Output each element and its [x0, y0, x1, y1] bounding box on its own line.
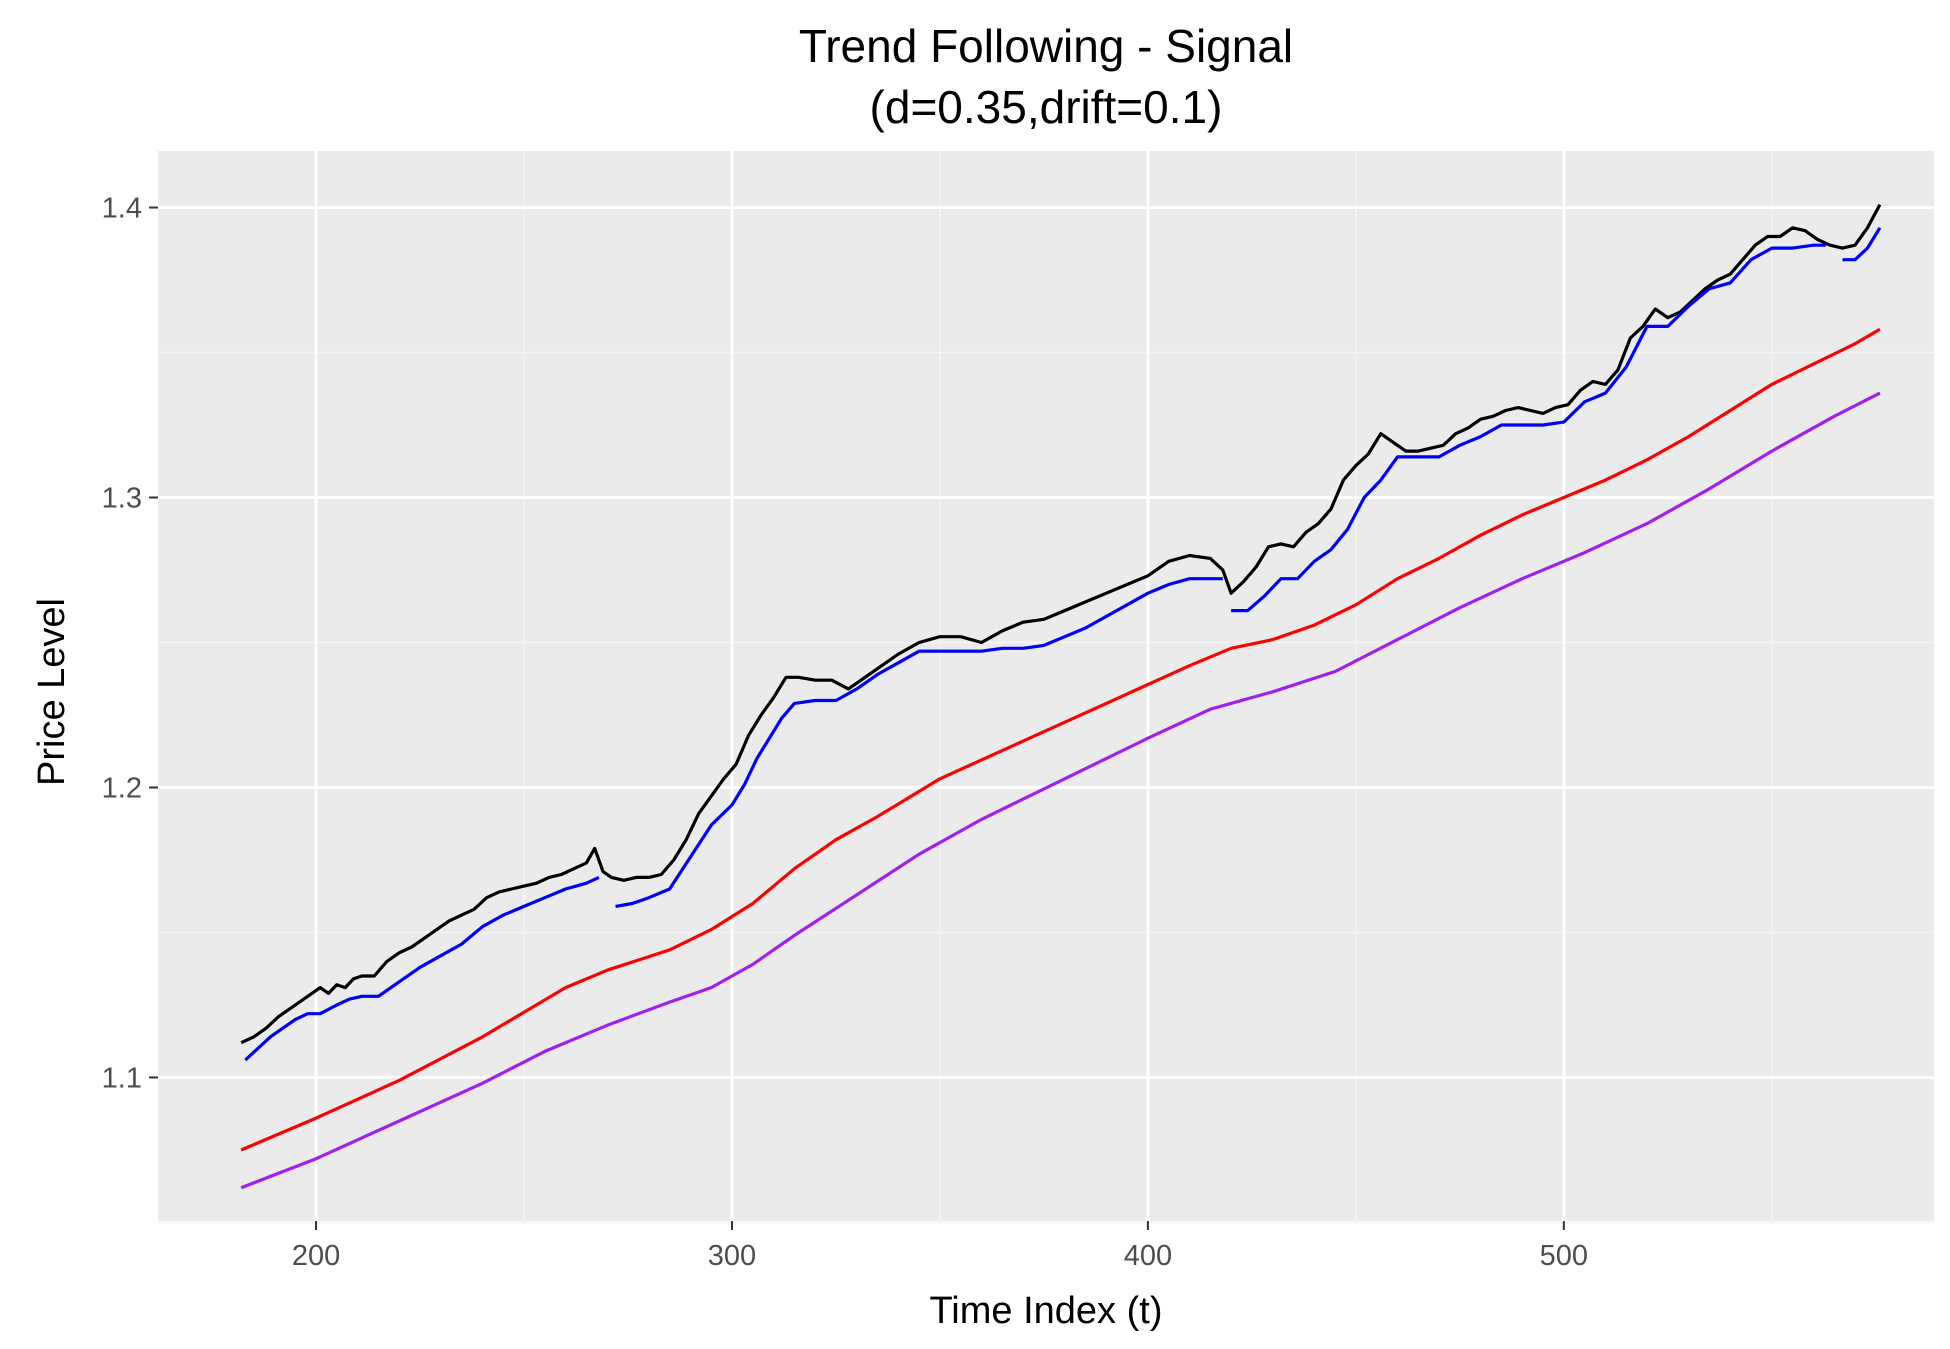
y-tick-label: 1.1 [102, 1062, 142, 1094]
minor-gridlines [158, 151, 1934, 1224]
series-line [240, 391, 1881, 1190]
y-tick-label: 1.2 [102, 772, 142, 804]
series-line-segment [244, 875, 600, 1062]
y-tick-label: 1.3 [102, 483, 142, 515]
series-line-segment [1231, 243, 1826, 613]
series-layer [240, 203, 1882, 1190]
chart-title: Trend Following - Signal [799, 20, 1293, 72]
series-line [244, 226, 1882, 1062]
chart-subtitle: (d=0.35,drift=0.1) [870, 81, 1223, 133]
x-tick-label: 500 [1540, 1240, 1588, 1272]
x-tick-label: 200 [292, 1240, 340, 1272]
y-tick-label: 1.4 [102, 193, 142, 225]
series-line-segment [1842, 226, 1882, 262]
x-tick-label: 300 [708, 1240, 756, 1272]
plot-panel [158, 151, 1934, 1221]
x-axis-title: Time Index (t) [930, 1290, 1163, 1332]
series-line-segment [615, 577, 1223, 908]
series-line-segment [240, 327, 1881, 1152]
y-axis-title: Price Level [31, 598, 73, 786]
x-tick-label: 400 [1124, 1240, 1172, 1272]
axis-ticks: 200 300 400 500 1.1 1.2 1.3 1.4 [102, 193, 1588, 1272]
series-line [240, 203, 1882, 1045]
series-line-segment [240, 391, 1881, 1190]
series-line-segment [240, 203, 1882, 1045]
series-line [240, 327, 1881, 1152]
